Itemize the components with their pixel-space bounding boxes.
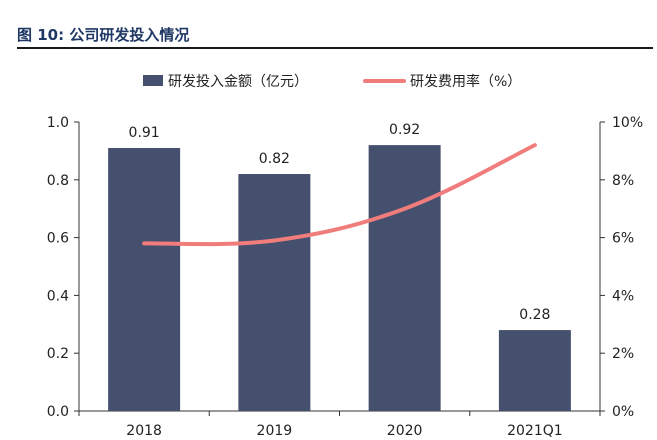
right-tick-label: 2% [612,346,634,362]
legend-label-bar: 研发投入金额（亿元） [168,74,308,90]
x-axis-ticks: 2018 2019 2020 2021Q1 [78,411,601,439]
bar-data-label: 0.91 [129,125,160,141]
bar-data-label: 0.28 [519,307,550,323]
bar-data-label: 0.82 [259,151,290,167]
bar [368,145,441,411]
left-tick-label: 0.0 [47,404,69,420]
right-tick-label: 4% [612,288,634,304]
left-tick-label: 0.8 [47,173,69,189]
x-tick-label: 2018 [126,423,162,439]
bar [238,174,311,411]
left-axis-ticks: 0.0 0.2 0.4 0.6 0.8 1.0 [47,115,79,420]
bar-series [108,145,571,411]
right-tick-label: 10% [612,115,643,131]
x-tick-label: 2021Q1 [507,423,563,439]
x-tick-label: 2020 [387,423,423,439]
right-axis-ticks: 0% 2% 4% 6% 8% 10% [600,115,643,420]
left-tick-label: 0.6 [47,231,69,247]
left-tick-label: 1.0 [47,115,69,131]
legend-label-line: 研发费用率（%） [410,73,521,90]
bar-data-labels: 0.91 0.82 0.92 0.28 [129,122,551,323]
line-series [142,143,537,247]
legend: 研发投入金额（亿元） 研发费用率（%） [143,73,521,90]
legend-swatch-bar [143,75,163,86]
left-tick-label: 0.4 [47,288,69,304]
right-tick-label: 8% [612,173,634,189]
x-tick-label: 2019 [257,423,293,439]
right-tick-label: 6% [612,231,634,247]
bar [498,330,571,411]
bar [108,148,181,411]
title-divider [17,47,653,49]
left-tick-label: 0.2 [47,346,69,362]
bar-data-label: 0.92 [389,122,420,138]
figure-title: 图 10: 公司研发投入情况 [17,26,190,44]
right-tick-label: 0% [612,404,634,420]
line-series-path [142,143,537,247]
